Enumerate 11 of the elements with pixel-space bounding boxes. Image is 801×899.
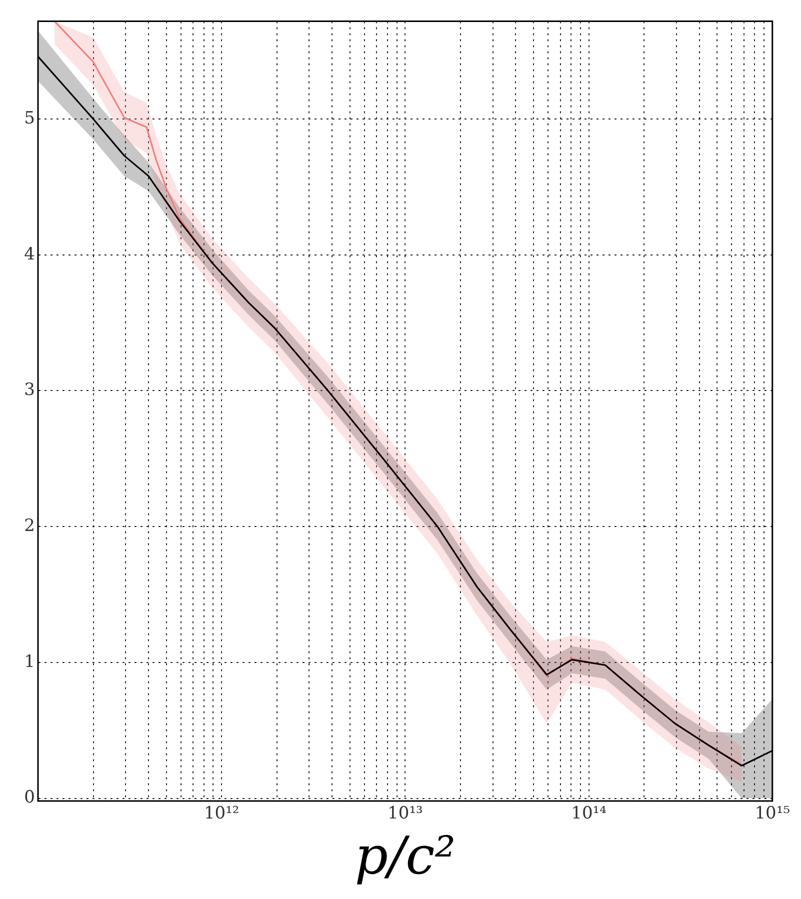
x-axis-title: p/c² [354, 826, 456, 886]
y-tick-label: 1 [24, 652, 35, 672]
y-tick-label: 4 [24, 244, 35, 264]
y-tick-label: 3 [24, 380, 35, 400]
x-tick-label: 10¹³ [388, 804, 423, 824]
x-tick-label: 10¹⁴ [571, 804, 607, 824]
y-tick-label: 2 [24, 516, 35, 536]
y-tick-label: 0 [24, 788, 35, 808]
y-tick-label: 5 [24, 108, 35, 128]
x-tick-label: 10¹² [204, 804, 240, 824]
x-tick-label: 10¹⁵ [754, 804, 790, 824]
